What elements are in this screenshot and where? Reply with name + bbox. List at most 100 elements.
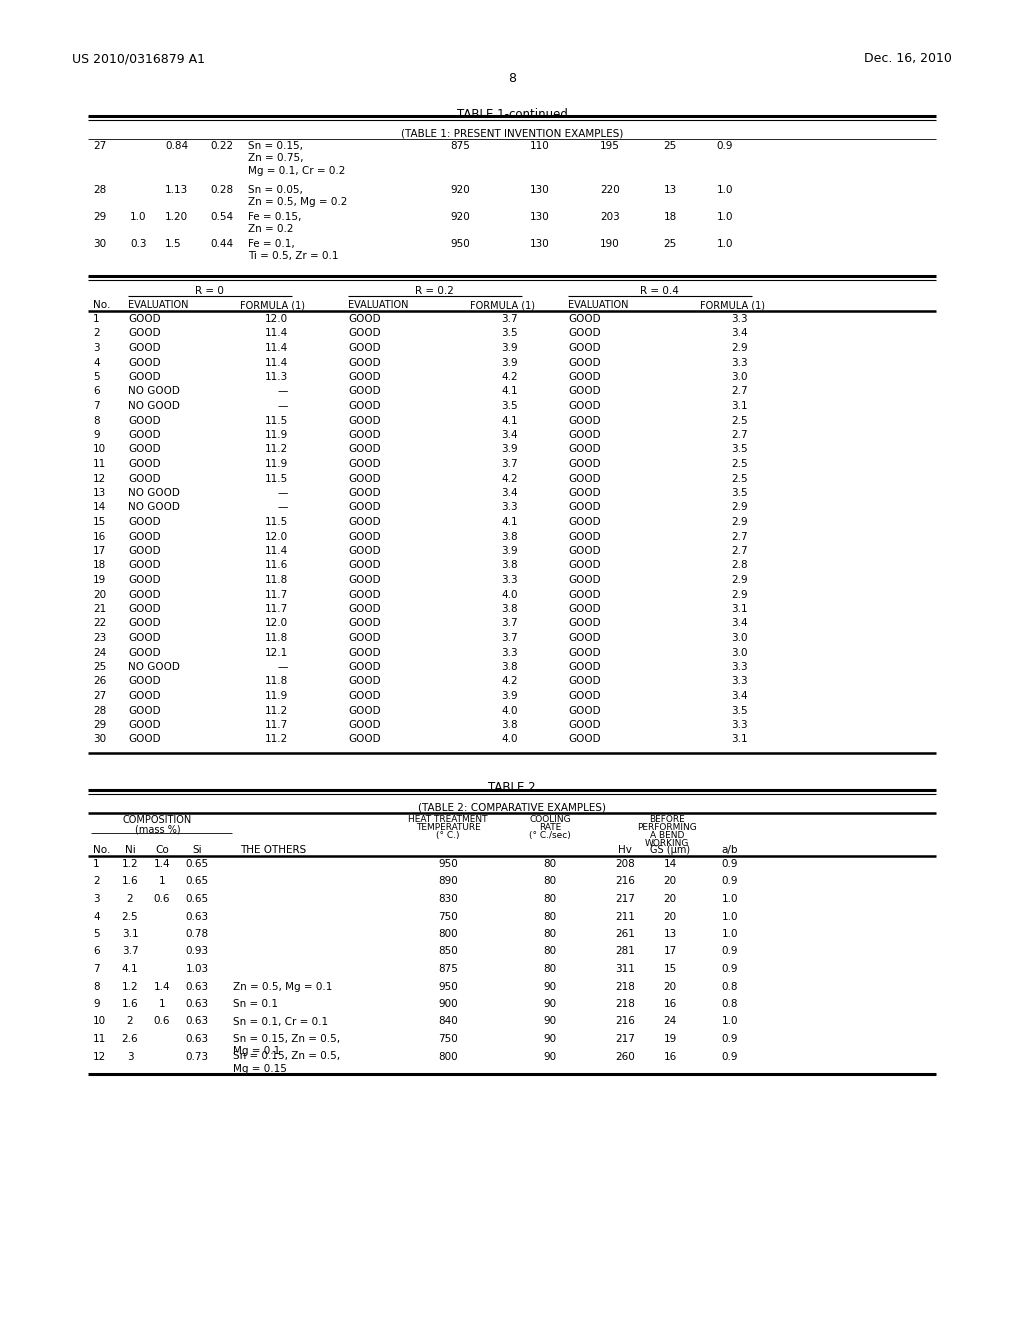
Text: 28: 28 xyxy=(93,185,106,195)
Text: 11: 11 xyxy=(93,459,106,469)
Text: (mass %): (mass %) xyxy=(135,824,180,834)
Text: 3.9: 3.9 xyxy=(502,343,518,352)
Text: GOOD: GOOD xyxy=(348,605,381,614)
Text: 80: 80 xyxy=(544,946,557,957)
Text: 4: 4 xyxy=(93,358,99,367)
Text: GOOD: GOOD xyxy=(568,445,601,454)
Text: PERFORMING: PERFORMING xyxy=(637,822,697,832)
Text: 11.7: 11.7 xyxy=(265,719,288,730)
Text: 14: 14 xyxy=(664,859,677,869)
Text: 800: 800 xyxy=(438,1052,458,1061)
Text: 0.9: 0.9 xyxy=(722,1034,738,1044)
Text: 3.5: 3.5 xyxy=(731,705,748,715)
Text: 0.9: 0.9 xyxy=(717,141,733,150)
Text: NO GOOD: NO GOOD xyxy=(128,503,180,512)
Text: EVALUATION: EVALUATION xyxy=(128,300,188,310)
Text: GOOD: GOOD xyxy=(128,329,161,338)
Text: 2.9: 2.9 xyxy=(731,590,748,599)
Text: GOOD: GOOD xyxy=(568,690,601,701)
Text: 11.8: 11.8 xyxy=(265,676,288,686)
Text: GOOD: GOOD xyxy=(568,619,601,628)
Text: 950: 950 xyxy=(451,239,470,249)
Text: GOOD: GOOD xyxy=(568,648,601,657)
Text: 11.8: 11.8 xyxy=(265,576,288,585)
Text: (TABLE 2: COMPARATIVE EXAMPLES): (TABLE 2: COMPARATIVE EXAMPLES) xyxy=(418,803,606,813)
Text: 11.5: 11.5 xyxy=(265,416,288,425)
Text: 20: 20 xyxy=(93,590,106,599)
Text: 1.4: 1.4 xyxy=(154,859,170,869)
Text: 3.4: 3.4 xyxy=(731,329,748,338)
Text: 3.9: 3.9 xyxy=(502,546,518,556)
Text: 3.1: 3.1 xyxy=(731,734,748,744)
Text: 11.9: 11.9 xyxy=(265,459,288,469)
Text: 1.0: 1.0 xyxy=(717,185,733,195)
Text: —: — xyxy=(278,503,288,512)
Text: 3.8: 3.8 xyxy=(502,663,518,672)
Text: 3.3: 3.3 xyxy=(731,314,748,323)
Text: 211: 211 xyxy=(615,912,635,921)
Text: GOOD: GOOD xyxy=(348,590,381,599)
Text: 19: 19 xyxy=(664,1034,677,1044)
Text: 26: 26 xyxy=(93,676,106,686)
Text: GOOD: GOOD xyxy=(348,676,381,686)
Text: GOOD: GOOD xyxy=(128,576,161,585)
Text: NO GOOD: NO GOOD xyxy=(128,387,180,396)
Text: Co: Co xyxy=(155,845,169,855)
Text: 4.0: 4.0 xyxy=(502,705,518,715)
Text: 920: 920 xyxy=(451,213,470,222)
Text: GOOD: GOOD xyxy=(348,690,381,701)
Text: GOOD: GOOD xyxy=(348,576,381,585)
Text: GOOD: GOOD xyxy=(568,576,601,585)
Text: 0.22: 0.22 xyxy=(210,141,233,150)
Text: A BEND: A BEND xyxy=(650,832,684,840)
Text: 218: 218 xyxy=(615,982,635,991)
Text: GOOD: GOOD xyxy=(348,734,381,744)
Text: 3.5: 3.5 xyxy=(502,401,518,411)
Text: GOOD: GOOD xyxy=(128,561,161,570)
Text: 11.9: 11.9 xyxy=(265,430,288,440)
Text: 11.7: 11.7 xyxy=(265,605,288,614)
Text: Fe = 0.15,
Zn = 0.2: Fe = 0.15, Zn = 0.2 xyxy=(248,213,301,235)
Text: GOOD: GOOD xyxy=(128,546,161,556)
Text: 80: 80 xyxy=(544,964,557,974)
Text: 0.9: 0.9 xyxy=(722,964,738,974)
Text: 5: 5 xyxy=(93,372,99,381)
Text: 11.2: 11.2 xyxy=(265,734,288,744)
Text: 4.1: 4.1 xyxy=(502,517,518,527)
Text: 12.1: 12.1 xyxy=(265,648,288,657)
Text: 1.2: 1.2 xyxy=(122,982,138,991)
Text: 1.0: 1.0 xyxy=(722,929,738,939)
Text: 11: 11 xyxy=(93,1034,106,1044)
Text: 3.8: 3.8 xyxy=(502,605,518,614)
Text: GOOD: GOOD xyxy=(348,648,381,657)
Text: Sn = 0.15, Zn = 0.5,
Mg = 0.1: Sn = 0.15, Zn = 0.5, Mg = 0.1 xyxy=(233,1034,340,1056)
Text: GOOD: GOOD xyxy=(348,663,381,672)
Text: GOOD: GOOD xyxy=(348,358,381,367)
Text: 1: 1 xyxy=(159,876,165,887)
Text: 11.5: 11.5 xyxy=(265,517,288,527)
Text: 17: 17 xyxy=(664,946,677,957)
Text: 750: 750 xyxy=(438,912,458,921)
Text: 4.1: 4.1 xyxy=(502,416,518,425)
Text: GOOD: GOOD xyxy=(128,590,161,599)
Text: 0.6: 0.6 xyxy=(154,894,170,904)
Text: 1.0: 1.0 xyxy=(717,213,733,222)
Text: 80: 80 xyxy=(544,912,557,921)
Text: 90: 90 xyxy=(544,982,557,991)
Text: GOOD: GOOD xyxy=(568,503,601,512)
Text: 80: 80 xyxy=(544,929,557,939)
Text: 3.7: 3.7 xyxy=(502,314,518,323)
Text: GOOD: GOOD xyxy=(568,488,601,498)
Text: 2.9: 2.9 xyxy=(731,517,748,527)
Text: 0.9: 0.9 xyxy=(722,946,738,957)
Text: GOOD: GOOD xyxy=(348,719,381,730)
Text: 261: 261 xyxy=(615,929,635,939)
Text: 1.6: 1.6 xyxy=(122,876,138,887)
Text: 1.13: 1.13 xyxy=(165,185,188,195)
Text: 25: 25 xyxy=(664,141,677,150)
Text: —: — xyxy=(278,488,288,498)
Text: GOOD: GOOD xyxy=(348,314,381,323)
Text: No.: No. xyxy=(93,300,111,310)
Text: 2.7: 2.7 xyxy=(731,430,748,440)
Text: 3.3: 3.3 xyxy=(731,676,748,686)
